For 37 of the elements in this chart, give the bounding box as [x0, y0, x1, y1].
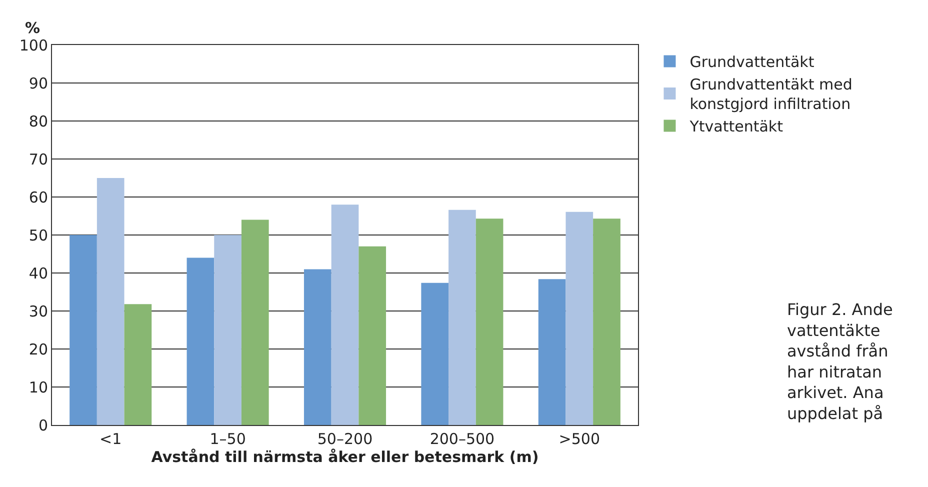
x-tick-label: 50–200 [317, 430, 373, 448]
y-tick-label: 20 [28, 340, 48, 358]
legend-label: Ytvattentäkt [688, 118, 784, 136]
y-tick-label: 50 [28, 226, 48, 244]
y-tick-label: 80 [28, 112, 48, 130]
y-tick-label: 0 [38, 416, 48, 434]
bar [566, 212, 594, 425]
bar [70, 235, 97, 425]
legend-label: Grundvattentäkt [690, 53, 814, 72]
y-tick-label: 10 [28, 378, 48, 396]
bar [241, 220, 269, 425]
bar [331, 204, 359, 425]
x-tick-label: 200–500 [430, 430, 495, 448]
bar [304, 269, 332, 425]
legend-label: Grundvattentäkt med konstgjord infiltration [690, 76, 852, 114]
bar [186, 258, 214, 425]
bar [358, 246, 386, 425]
y-tick-label: 90 [28, 74, 48, 92]
x-tick-label: >500 [558, 430, 600, 448]
x-axis-title: Avstånd till närmsta åker eller betesmark (m) [151, 448, 539, 466]
y-tick-label: 30 [28, 302, 48, 320]
bar [448, 210, 476, 425]
y-tick-label: 60 [28, 188, 48, 206]
bar [476, 218, 504, 425]
y-tick-label: 100 [19, 36, 48, 54]
x-tick-label: 1–50 [210, 430, 246, 448]
y-tick-label: 40 [28, 264, 48, 282]
bar [593, 218, 620, 425]
y-tick-label: 70 [28, 150, 48, 168]
bar [124, 304, 152, 425]
x-tick-label: <1 [100, 430, 122, 448]
bar [96, 178, 124, 425]
bar [538, 279, 566, 425]
bar [421, 282, 449, 425]
text: Figur 2. Ande vattentäkte avstånd från har nitratan arkivet. Ana uppdelat på [787, 300, 893, 423]
bar [214, 235, 242, 425]
y-axis-title: % [25, 19, 40, 37]
